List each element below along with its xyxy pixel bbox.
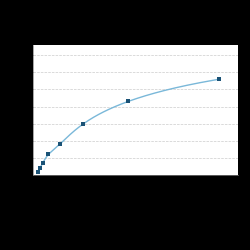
- Point: [58, 142, 62, 146]
- Point: [41, 161, 45, 165]
- Point: [217, 77, 221, 81]
- Point: [126, 100, 130, 103]
- Point: [36, 170, 40, 173]
- Y-axis label: OD: OD: [12, 105, 17, 115]
- Point: [46, 152, 50, 156]
- Point: [38, 166, 42, 170]
- X-axis label: Human Importin subunit alpha-2
Concentration (ng/ml): Human Importin subunit alpha-2 Concentra…: [84, 186, 186, 196]
- Point: [80, 122, 84, 126]
